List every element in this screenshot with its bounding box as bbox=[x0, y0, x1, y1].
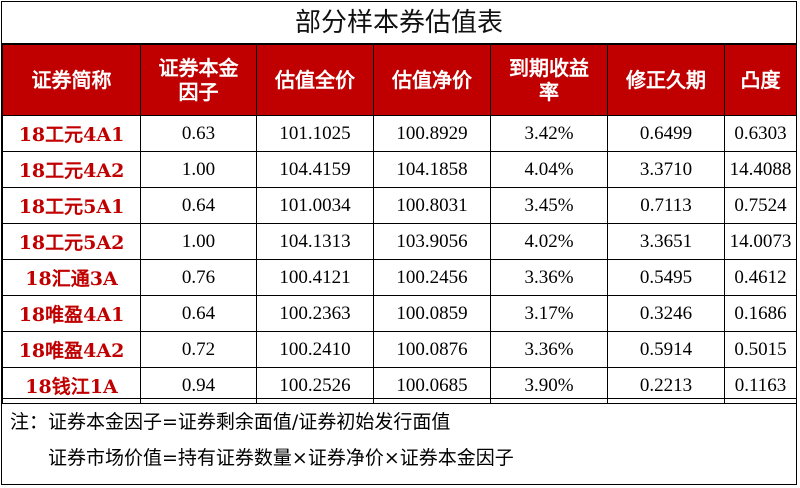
table-cell: 100.8031 bbox=[373, 187, 491, 224]
table-cell: 0.64 bbox=[140, 295, 257, 332]
column-header: 证券本金 因子 bbox=[140, 44, 257, 116]
notes-section: 注：证券本金因子=证券剩余面值/证券初始发行面值 证券市场价值=持有证券数量×证… bbox=[2, 398, 796, 484]
security-name-cell: 18工元5A1 bbox=[2, 187, 141, 224]
table-cell: 100.0859 bbox=[373, 295, 491, 332]
note-line-2: 证券市场价值=持有证券数量×证券净价×证券本金因子 bbox=[48, 447, 514, 469]
table-cell: 100.0876 bbox=[373, 331, 491, 368]
table-row: 18工元5A1 0.64 101.0034 100.8031 3.45% 0.7113 0.… bbox=[2, 187, 797, 224]
table-cell: 0.7524 bbox=[724, 187, 797, 224]
table-cell: 100.2363 bbox=[256, 295, 374, 332]
table-row: 18工元5A2 1.00 104.1313 103.9056 4.02% 3.3651 14… bbox=[2, 223, 797, 260]
table-cell: 14.4088 bbox=[724, 151, 797, 188]
column-header: 估值净价 bbox=[373, 44, 491, 116]
table-cell: 100.8929 bbox=[373, 115, 491, 152]
table-cell: 0.63 bbox=[140, 115, 257, 152]
table-cell: 14.0073 bbox=[724, 223, 797, 260]
table-cell: 100.2456 bbox=[373, 259, 491, 296]
table-cell: 0.7113 bbox=[607, 187, 725, 224]
security-name-cell: 18工元5A2 bbox=[2, 223, 141, 260]
table-cell: 3.17% bbox=[490, 295, 608, 332]
security-name-cell: 18工元4A2 bbox=[2, 151, 141, 188]
note-line-1: 注：证券本金因子=证券剩余面值/证券初始发行面值 bbox=[10, 411, 451, 433]
table-row: 18汇通3A 0.76 100.4121 100.2456 3.36% 0.5495 0.4… bbox=[2, 259, 797, 296]
table-cell: 0.4612 bbox=[724, 259, 797, 296]
table-cell: 101.0034 bbox=[256, 187, 374, 224]
table-row: 18唯盈4A2 0.72 100.2410 100.0876 3.36% 0.5914 0.… bbox=[2, 331, 797, 368]
table-cell: 3.3651 bbox=[607, 223, 725, 260]
table-row: 18唯盈4A1 0.64 100.2363 100.0859 3.17% 0.3246 0.… bbox=[2, 295, 797, 332]
table-cell: 3.36% bbox=[490, 259, 608, 296]
table-row: 18钱江1A 0.94 100.2526 100.0685 3.90% 0.2213 0.1… bbox=[2, 367, 797, 404]
security-name-cell: 18唯盈4A2 bbox=[2, 331, 141, 368]
table-cell: 100.2410 bbox=[256, 331, 374, 368]
table-cell: 3.3710 bbox=[607, 151, 725, 188]
table-cell: 0.76 bbox=[140, 259, 257, 296]
column-header: 证券简称 bbox=[2, 44, 141, 116]
table-cell: 1.00 bbox=[140, 151, 257, 188]
table-cell: 0.1163 bbox=[724, 367, 797, 404]
table-cell: 0.5495 bbox=[607, 259, 725, 296]
security-name-cell: 18钱江1A bbox=[2, 367, 141, 404]
column-header: 凸度 bbox=[724, 44, 797, 116]
table-row: 18工元4A2 1.00 104.4159 104.1858 4.04% 3.3710 14… bbox=[2, 151, 797, 188]
security-name-cell: 18工元4A1 bbox=[2, 115, 141, 152]
column-header: 修正久期 bbox=[607, 44, 725, 116]
table-cell: 4.04% bbox=[490, 151, 608, 188]
table-cell: 104.4159 bbox=[256, 151, 374, 188]
table-cell: 4.02% bbox=[490, 223, 608, 260]
table-cell: 100.4121 bbox=[256, 259, 374, 296]
table-cell: 0.3246 bbox=[607, 295, 725, 332]
table-cell: 104.1858 bbox=[373, 151, 491, 188]
table-cell: 100.0685 bbox=[373, 367, 491, 404]
table-row: 18工元4A1 0.63 101.1025 100.8929 3.42% 0.6499 0.… bbox=[2, 115, 797, 152]
table-body: 18工元4A1 0.63 101.1025 100.8929 3.42% 0.6499 0.… bbox=[2, 115, 797, 404]
valuation-table: 证券简称 证券本金 因子 估值全价 估值净价 到期收益率修正久期 凸度 18工元4A1 0.6… bbox=[2, 44, 797, 404]
table-cell: 0.6499 bbox=[607, 115, 725, 152]
column-header: 到期收益率 bbox=[490, 44, 608, 116]
table-cell: 103.9056 bbox=[373, 223, 491, 260]
table-cell: 3.45% bbox=[490, 187, 608, 224]
table-cell: 3.36% bbox=[490, 331, 608, 368]
table-cell: 0.94 bbox=[140, 367, 257, 404]
table-cell: 1.00 bbox=[140, 223, 257, 260]
table-cell: 0.1686 bbox=[724, 295, 797, 332]
table-cell: 104.1313 bbox=[256, 223, 374, 260]
table-title: 部分样本券估值表 bbox=[2, 2, 796, 44]
table-cell: 0.64 bbox=[140, 187, 257, 224]
security-name-cell: 18汇通3A bbox=[2, 259, 141, 296]
column-header: 估值全价 bbox=[256, 44, 374, 116]
table-cell: 0.6303 bbox=[724, 115, 797, 152]
header-row: 证券简称 证券本金 因子 估值全价 估值净价 到期收益率修正久期 凸度 bbox=[2, 44, 797, 116]
table-cell: 0.5015 bbox=[724, 331, 797, 368]
table-cell: 0.72 bbox=[140, 331, 257, 368]
table-cell: 101.1025 bbox=[256, 115, 374, 152]
table-cell: 0.5914 bbox=[607, 331, 725, 368]
table-cell: 3.42% bbox=[490, 115, 608, 152]
security-name-cell: 18唯盈4A1 bbox=[2, 295, 141, 332]
